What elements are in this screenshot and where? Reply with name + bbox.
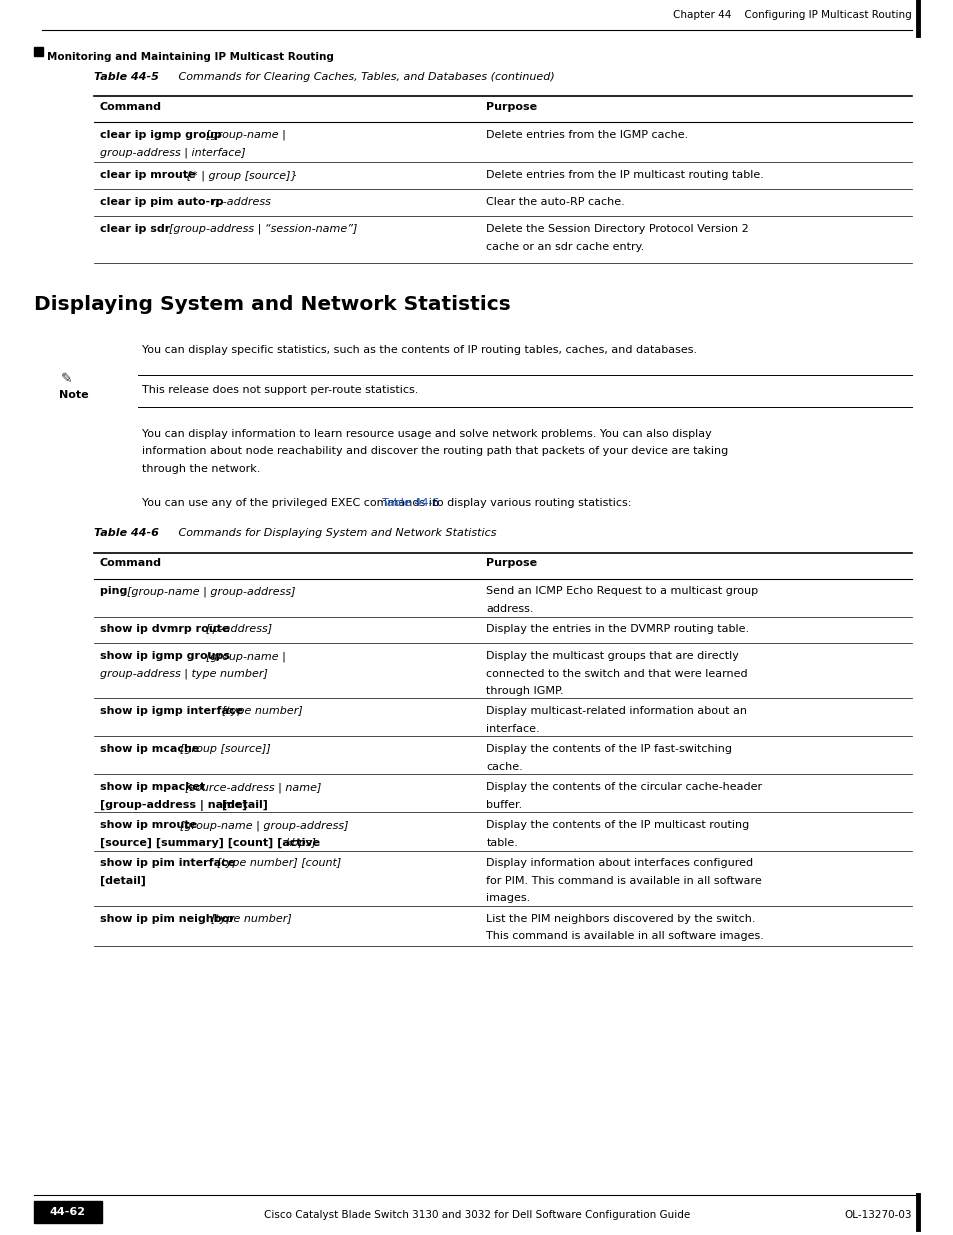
Bar: [34, 47, 43, 56]
Text: clear ip pim auto-rp: clear ip pim auto-rp: [100, 198, 227, 207]
Text: show ip mcache: show ip mcache: [100, 745, 203, 755]
Text: table.: table.: [486, 839, 517, 848]
Text: Display the contents of the IP multicast routing: Display the contents of the IP multicast…: [486, 820, 749, 830]
Text: group-address | interface]: group-address | interface]: [100, 147, 245, 158]
Text: [detail]: [detail]: [222, 800, 268, 810]
Text: clear ip sdr: clear ip sdr: [100, 224, 174, 233]
Text: kbps]: kbps]: [285, 839, 316, 848]
Text: Display the multicast groups that are directly: Display the multicast groups that are di…: [486, 652, 739, 662]
Text: Display information about interfaces configured: Display information about interfaces con…: [486, 858, 753, 868]
Text: [group-address | “session-name”]: [group-address | “session-name”]: [169, 224, 357, 235]
Text: ping: ping: [100, 587, 132, 597]
Text: Cisco Catalyst Blade Switch 3130 and 3032 for Dell Software Configuration Guide: Cisco Catalyst Blade Switch 3130 and 303…: [264, 1210, 689, 1220]
Text: Commands for Clearing Caches, Tables, and Databases (continued): Commands for Clearing Caches, Tables, an…: [153, 72, 554, 82]
Text: [group-name |: [group-name |: [206, 652, 286, 662]
Text: Commands for Displaying System and Network Statistics: Commands for Displaying System and Netwo…: [153, 529, 496, 538]
Text: Clear the auto-RP cache.: Clear the auto-RP cache.: [486, 198, 624, 207]
Text: Table 44-6: Table 44-6: [381, 499, 438, 509]
Text: interface.: interface.: [486, 724, 539, 734]
Text: [type number] [count]: [type number] [count]: [216, 858, 340, 868]
Text: [source] [summary] [count] [active: [source] [summary] [count] [active: [100, 839, 324, 848]
Text: connected to the switch and that were learned: connected to the switch and that were le…: [486, 669, 747, 679]
Text: [group-name | group-address]: [group-name | group-address]: [179, 820, 348, 831]
Text: show ip pim interface: show ip pim interface: [100, 858, 239, 868]
Text: This release does not support per-route statistics.: This release does not support per-route …: [142, 385, 418, 395]
Text: [ip-address]: [ip-address]: [206, 625, 273, 635]
Text: show ip pim neighbor: show ip pim neighbor: [100, 914, 238, 924]
Text: [group-name |: [group-name |: [206, 130, 286, 141]
Text: cache or an sdr cache entry.: cache or an sdr cache entry.: [486, 242, 644, 252]
Text: Table 44-5: Table 44-5: [94, 72, 159, 82]
Text: Command: Command: [100, 558, 162, 568]
Text: clear ip igmp group: clear ip igmp group: [100, 130, 226, 140]
Text: Display multicast-related information about an: Display multicast-related information ab…: [486, 706, 746, 716]
Text: cache.: cache.: [486, 762, 522, 772]
Text: You can use any of the privileged EXEC commands in: You can use any of the privileged EXEC c…: [142, 499, 442, 509]
Text: [group-address | name]: [group-address | name]: [100, 800, 251, 811]
Text: Command: Command: [100, 103, 162, 112]
Text: [type number]: [type number]: [211, 914, 292, 924]
Text: You can display specific statistics, such as the contents of IP routing tables, : You can display specific statistics, suc…: [142, 345, 697, 354]
Text: [detail]: [detail]: [100, 876, 146, 887]
Text: You can display information to learn resource usage and solve network problems. : You can display information to learn res…: [142, 429, 711, 438]
Text: This command is available in all software images.: This command is available in all softwar…: [486, 931, 763, 941]
Bar: [34, 1200, 102, 1223]
Text: show ip igmp groups: show ip igmp groups: [100, 652, 233, 662]
Text: address.: address.: [486, 604, 534, 614]
Text: through the network.: through the network.: [142, 464, 260, 474]
Text: Send an ICMP Echo Request to a multicast group: Send an ICMP Echo Request to a multicast…: [486, 587, 758, 597]
Text: for PIM. This command is available in all software: for PIM. This command is available in al…: [486, 876, 761, 885]
Text: Delete entries from the IP multicast routing table.: Delete entries from the IP multicast rou…: [486, 170, 763, 180]
Text: show ip igmp interface: show ip igmp interface: [100, 706, 247, 716]
Text: Monitoring and Maintaining IP Multicast Routing: Monitoring and Maintaining IP Multicast …: [47, 52, 334, 62]
Text: Display the contents of the IP fast-switching: Display the contents of the IP fast-swit…: [486, 745, 732, 755]
Text: Delete entries from the IGMP cache.: Delete entries from the IGMP cache.: [486, 130, 688, 140]
Text: rp-address: rp-address: [211, 198, 271, 207]
Text: Table 44-6: Table 44-6: [94, 529, 159, 538]
Text: [type number]: [type number]: [222, 706, 302, 716]
Text: Note: Note: [59, 389, 89, 399]
Text: information about node reachability and discover the routing path that packets o: information about node reachability and …: [142, 447, 727, 457]
Text: clear ip mroute: clear ip mroute: [100, 170, 199, 180]
Text: through IGMP.: through IGMP.: [486, 687, 563, 697]
Text: Display the contents of the circular cache-header: Display the contents of the circular cac…: [486, 783, 761, 793]
Text: show ip mpacket: show ip mpacket: [100, 783, 209, 793]
Text: ✎: ✎: [61, 372, 72, 387]
Text: Display the entries in the DVMRP routing table.: Display the entries in the DVMRP routing…: [486, 625, 749, 635]
Text: List the PIM neighbors discovered by the switch.: List the PIM neighbors discovered by the…: [486, 914, 755, 924]
Text: show ip mroute: show ip mroute: [100, 820, 201, 830]
Text: [source-address | name]: [source-address | name]: [185, 783, 321, 793]
Text: OL-13270-03: OL-13270-03: [843, 1210, 911, 1220]
Text: Displaying System and Network Statistics: Displaying System and Network Statistics: [34, 295, 510, 314]
Text: to display various routing statistics:: to display various routing statistics:: [428, 499, 631, 509]
Text: buffer.: buffer.: [486, 800, 522, 810]
Text: {* | group [source]}: {* | group [source]}: [185, 170, 297, 180]
Text: [group-name | group-address]: [group-name | group-address]: [127, 587, 294, 597]
Text: Chapter 44    Configuring IP Multicast Routing: Chapter 44 Configuring IP Multicast Rout…: [673, 10, 911, 20]
Text: Purpose: Purpose: [486, 558, 537, 568]
Text: 44-62: 44-62: [50, 1207, 86, 1216]
Text: Purpose: Purpose: [486, 103, 537, 112]
Text: show ip dvmrp route: show ip dvmrp route: [100, 625, 233, 635]
Text: group-address | type number]: group-address | type number]: [100, 669, 268, 679]
Text: Delete the Session Directory Protocol Version 2: Delete the Session Directory Protocol Ve…: [486, 224, 748, 233]
Text: [group [source]]: [group [source]]: [179, 745, 270, 755]
Text: images.: images.: [486, 893, 530, 904]
